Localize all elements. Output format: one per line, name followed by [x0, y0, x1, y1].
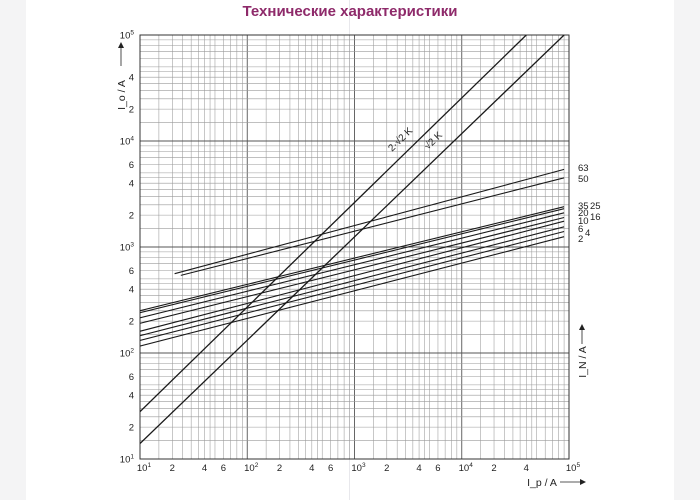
y-tick-label-base: 10	[120, 31, 131, 42]
limit-line-label-1: 2·√2 K	[386, 125, 416, 154]
curve-label-6: 6	[578, 224, 583, 235]
y-tick-label: 2	[129, 423, 134, 434]
x-tick-label-base: 10	[459, 463, 470, 474]
y-tick-label: 2	[129, 105, 134, 116]
curve-label-16: 16	[590, 212, 601, 223]
y-tick-label: 4	[129, 391, 134, 402]
curve-2	[140, 236, 565, 347]
y-tick-label: 6	[129, 160, 134, 171]
x-tick-label-base: 10	[566, 463, 577, 474]
x-tick-label-exp: 1	[147, 462, 151, 469]
curve-63	[174, 168, 565, 275]
plot-border	[139, 34, 570, 460]
x-tick-label-exp: 4	[469, 462, 473, 469]
y-tick-label: 4	[129, 285, 134, 296]
curve-4	[140, 230, 565, 342]
x-tick-label-base: 10	[351, 463, 362, 474]
curve-label-4: 4	[585, 228, 590, 239]
y-tick-label: 101	[120, 454, 135, 466]
y-tick-label-base: 10	[120, 349, 131, 360]
y-tick-label: 4	[129, 179, 134, 190]
y-tick-label: 102	[120, 348, 135, 360]
y-tick-label: 103	[120, 242, 135, 254]
x-tick-label-exp: 2	[255, 462, 259, 469]
x-tick-label-base: 10	[244, 463, 255, 474]
curve-20	[140, 212, 565, 319]
page-title: Технические характеристики	[242, 3, 458, 20]
x-tick-label-exp: 5	[576, 462, 580, 469]
y-tick-label-exp: 1	[130, 454, 134, 461]
limit-line-2	[140, 35, 565, 444]
x-tick-label: 4	[309, 463, 314, 474]
curve-6	[140, 226, 565, 337]
x-tick-label: 102	[244, 462, 259, 474]
x-tick-label: 2	[277, 463, 282, 474]
y-tick-label-base: 10	[120, 243, 131, 254]
x-tick-label: 4	[524, 463, 529, 474]
right-axis-arrow-head	[579, 324, 585, 330]
tick-labels: 101 2 4 6 102 2 4 6 103 2 4 6 104 2 4 10510124610224610…	[120, 30, 581, 475]
curve-label-35: 35	[578, 201, 589, 212]
y-axis-label: I_o / A	[116, 80, 128, 110]
x-tick-label-exp: 3	[362, 462, 366, 469]
curve-label-10: 10	[578, 216, 589, 227]
x-tick-label: 105	[566, 462, 581, 474]
y-tick-label: 6	[129, 266, 134, 277]
y-tick-label-exp: 4	[130, 136, 134, 143]
x-tick-label: 6	[328, 463, 333, 474]
x-tick-label: 4	[202, 463, 207, 474]
x-tick-label: 6	[435, 463, 440, 474]
curve-10	[140, 220, 565, 332]
curve-label-2: 2	[578, 234, 583, 245]
y-tick-label-exp: 2	[130, 348, 134, 355]
curve-label-25: 25	[590, 201, 601, 212]
curve-25	[140, 208, 565, 314]
right-axis-label: I_N / A	[577, 346, 589, 378]
chart-lines	[140, 35, 565, 444]
x-tick-label: 101	[137, 462, 152, 474]
y-tick-label-base: 10	[120, 455, 131, 466]
limit-line-label-2: √2 K	[422, 129, 445, 152]
y-tick-label-exp: 3	[130, 242, 134, 249]
chart-grid	[139, 34, 570, 460]
y-tick-label-base: 10	[120, 137, 131, 148]
curve-50	[180, 177, 565, 276]
limit-line-1	[140, 35, 527, 413]
x-tick-label: 2	[384, 463, 389, 474]
curve-label-50: 50	[578, 174, 589, 185]
x-tick-label: 103	[351, 462, 366, 474]
x-tick-label: 104	[459, 462, 474, 474]
curve-label-63: 63	[578, 163, 589, 174]
x-axis-label: I_p / A	[527, 477, 557, 489]
x-tick-label: 6	[221, 463, 226, 474]
x-tick-label: 2	[491, 463, 496, 474]
curve-label-20: 20	[578, 208, 589, 219]
x-tick-label: 2	[170, 463, 175, 474]
y-tick-label-exp: 5	[130, 30, 134, 37]
y-tick-label: 6	[129, 372, 134, 383]
y-tick-label: 4	[129, 73, 134, 84]
y-tick-label: 104	[120, 136, 135, 148]
x-tick-label: 4	[416, 463, 421, 474]
x-axis-arrow-head	[580, 479, 586, 485]
y-tick-label: 2	[129, 317, 134, 328]
curve-35	[140, 206, 565, 312]
y-tick-label: 2	[129, 211, 134, 222]
y-axis-arrow-head	[118, 42, 124, 48]
curve-16	[140, 216, 565, 324]
y-tick-label: 105	[120, 30, 135, 42]
x-tick-label-base: 10	[137, 463, 148, 474]
